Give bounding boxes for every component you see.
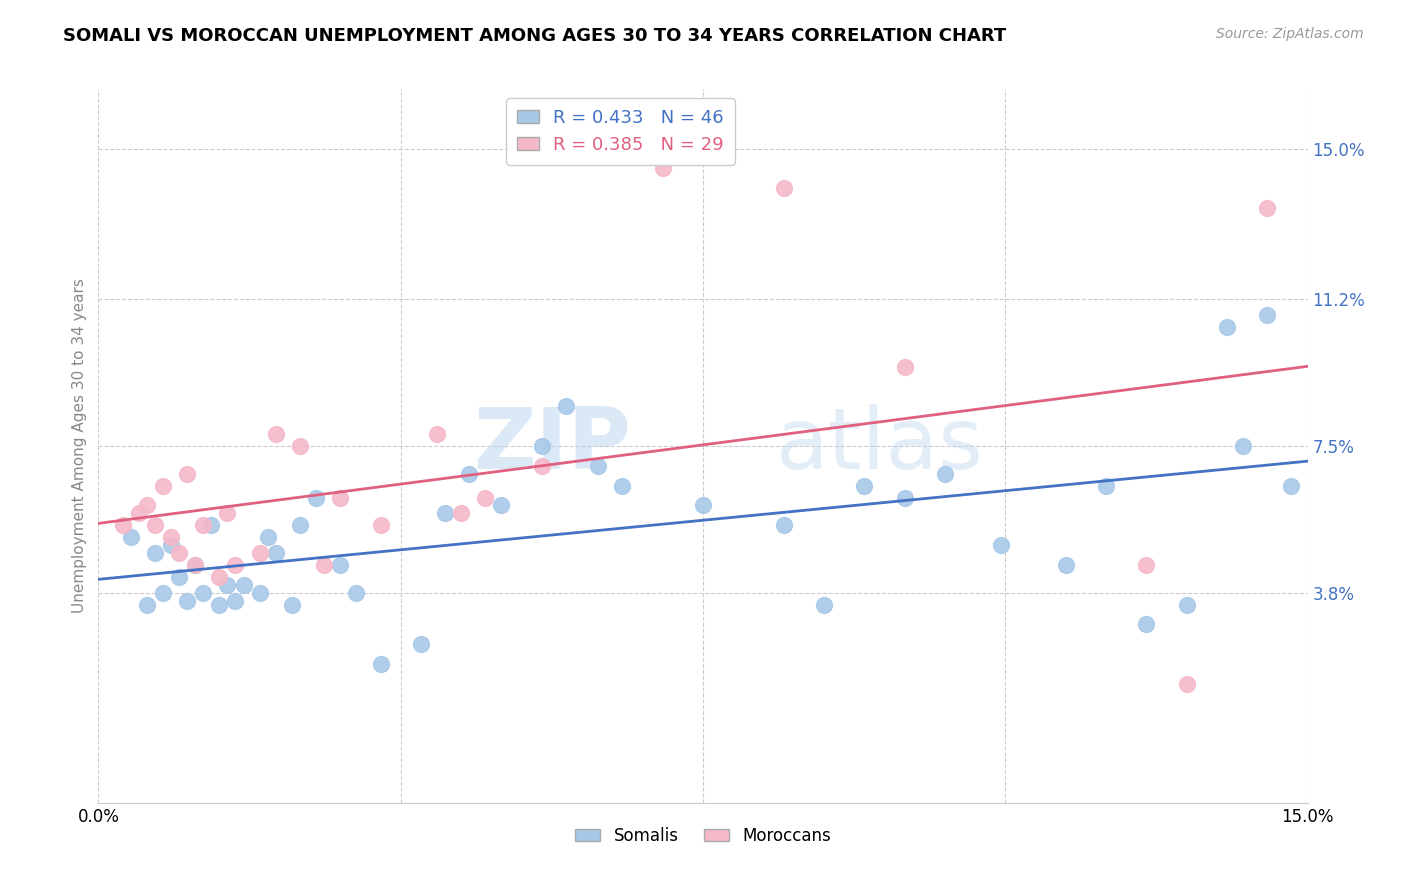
Point: [176, 467, 198, 481]
Point: [853, 478, 876, 492]
Point: [143, 518, 166, 533]
Point: [160, 538, 183, 552]
Point: [200, 518, 222, 533]
Point: [370, 657, 392, 671]
Text: atlas: atlas: [776, 404, 984, 488]
Point: [370, 518, 392, 533]
Point: [329, 558, 352, 572]
Legend: Somalis, Moroccans: Somalis, Moroccans: [568, 821, 838, 852]
Point: [120, 530, 142, 544]
Text: ZIP: ZIP: [472, 404, 630, 488]
Point: [264, 546, 287, 560]
Point: [135, 598, 157, 612]
Point: [208, 570, 231, 584]
Point: [249, 546, 271, 560]
Point: [264, 427, 287, 442]
Point: [1256, 201, 1278, 215]
Point: [152, 585, 174, 599]
Point: [555, 400, 578, 414]
Point: [409, 637, 432, 651]
Point: [176, 593, 198, 607]
Point: [1095, 478, 1118, 492]
Point: [256, 530, 278, 544]
Point: [217, 507, 239, 521]
Point: [288, 518, 311, 533]
Point: [474, 491, 496, 505]
Point: [193, 518, 215, 533]
Y-axis label: Unemployment Among Ages 30 to 34 years: Unemployment Among Ages 30 to 34 years: [72, 278, 87, 614]
Point: [772, 181, 794, 195]
Point: [772, 518, 794, 533]
Point: [934, 467, 956, 481]
Point: [530, 439, 553, 453]
Point: [990, 538, 1012, 552]
Point: [288, 439, 311, 453]
Point: [305, 491, 328, 505]
Point: [1232, 439, 1254, 453]
Point: [426, 427, 449, 442]
Point: [1175, 677, 1198, 691]
Point: [1216, 320, 1239, 334]
Point: [111, 518, 134, 533]
Point: [1256, 308, 1278, 322]
Point: [612, 478, 634, 492]
Point: [458, 467, 481, 481]
Point: [893, 491, 915, 505]
Point: [224, 558, 246, 572]
Point: [893, 359, 915, 374]
Text: SOMALI VS MOROCCAN UNEMPLOYMENT AMONG AGES 30 TO 34 YEARS CORRELATION CHART: SOMALI VS MOROCCAN UNEMPLOYMENT AMONG AG…: [63, 27, 1007, 45]
Point: [208, 598, 231, 612]
Point: [249, 585, 271, 599]
Point: [167, 570, 190, 584]
Point: [217, 578, 239, 592]
Point: [1135, 617, 1157, 632]
Point: [434, 507, 457, 521]
Point: [224, 593, 246, 607]
Point: [167, 546, 190, 560]
Point: [314, 558, 336, 572]
Point: [1281, 478, 1303, 492]
Point: [813, 598, 835, 612]
Point: [128, 507, 150, 521]
Point: [232, 578, 254, 592]
Point: [143, 546, 166, 560]
Point: [491, 499, 513, 513]
Point: [193, 585, 215, 599]
Point: [1175, 598, 1198, 612]
Point: [530, 458, 553, 473]
Point: [586, 458, 609, 473]
Point: [184, 558, 207, 572]
Point: [152, 478, 174, 492]
Point: [692, 499, 714, 513]
Point: [450, 507, 472, 521]
Point: [281, 598, 304, 612]
Point: [651, 161, 673, 176]
Point: [1054, 558, 1077, 572]
Point: [160, 530, 183, 544]
Text: Source: ZipAtlas.com: Source: ZipAtlas.com: [1216, 27, 1364, 41]
Point: [184, 558, 207, 572]
Point: [329, 491, 352, 505]
Point: [1135, 558, 1157, 572]
Point: [135, 499, 157, 513]
Point: [344, 585, 367, 599]
